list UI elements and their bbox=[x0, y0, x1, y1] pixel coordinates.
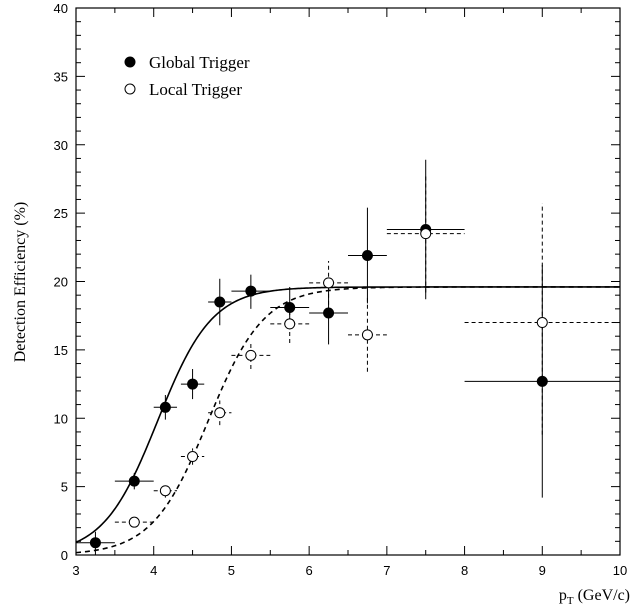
local-trigger-point bbox=[323, 277, 335, 289]
x-axis-title-main: p bbox=[559, 587, 567, 604]
y-tick-label: 40 bbox=[54, 1, 68, 16]
x-tick-label: 10 bbox=[613, 563, 627, 578]
x-tick-label: 9 bbox=[539, 563, 546, 578]
y-tick-label: 30 bbox=[54, 138, 68, 153]
x-tick-label: 7 bbox=[383, 563, 390, 578]
x-axis-title-unit: (GeV/c) bbox=[574, 587, 630, 604]
global-trigger-point bbox=[128, 475, 140, 487]
legend-marker-global-trigger bbox=[124, 56, 136, 68]
local-trigger-point bbox=[245, 349, 257, 361]
local-trigger-point bbox=[214, 407, 226, 419]
global-trigger-point bbox=[323, 307, 335, 319]
local-trigger-point bbox=[187, 451, 199, 463]
x-tick-label: 5 bbox=[228, 563, 235, 578]
global-trigger-point bbox=[284, 301, 296, 313]
data-markers bbox=[89, 224, 548, 549]
local-trigger-point bbox=[536, 317, 548, 329]
y-tick-label: 5 bbox=[61, 480, 68, 495]
global-trigger-point bbox=[89, 537, 101, 549]
local-trigger-point bbox=[128, 516, 140, 528]
x-tick-labels: 3 4 5 6 7 8 9 10 bbox=[72, 563, 627, 578]
axis-ticks bbox=[75, 7, 621, 556]
global-trigger-point bbox=[361, 250, 373, 262]
local-trigger-point bbox=[159, 485, 171, 497]
local-trigger-point bbox=[420, 228, 432, 240]
legend-marker-local-trigger bbox=[124, 83, 136, 95]
global-trigger-point bbox=[159, 401, 171, 413]
global-trigger-point bbox=[245, 285, 257, 297]
legend: Global Trigger Local Trigger bbox=[124, 53, 250, 99]
x-tick-label: 4 bbox=[150, 563, 157, 578]
legend-label-local-trigger: Local Trigger bbox=[149, 80, 242, 99]
fit-curve-global-trigger bbox=[75, 286, 620, 544]
y-tick-labels: 0 5 10 15 20 25 30 35 40 bbox=[54, 1, 68, 563]
global-trigger-point bbox=[214, 296, 226, 308]
legend-label-global-trigger: Global Trigger bbox=[149, 53, 250, 72]
x-tick-label: 3 bbox=[72, 563, 79, 578]
y-tick-label: 20 bbox=[54, 275, 68, 290]
global-trigger-point bbox=[536, 375, 548, 387]
y-tick-label: 10 bbox=[54, 411, 68, 426]
local-trigger-point bbox=[284, 318, 296, 330]
y-tick-label: 35 bbox=[54, 69, 68, 84]
x-axis-title-subscript: T bbox=[567, 595, 574, 607]
x-tick-label: 6 bbox=[306, 563, 313, 578]
y-axis-title: Detection Efficiency (%) bbox=[12, 202, 29, 363]
error-bars bbox=[76, 159, 620, 555]
local-trigger-point bbox=[361, 329, 373, 341]
y-tick-label: 15 bbox=[54, 343, 68, 358]
y-tick-label: 25 bbox=[54, 206, 68, 221]
x-tick-label: 8 bbox=[461, 563, 468, 578]
fit-curve-local-trigger bbox=[75, 286, 620, 554]
x-axis-title: pT (GeV/c) bbox=[559, 587, 630, 607]
y-tick-label: 0 bbox=[61, 548, 68, 563]
global-trigger-point bbox=[187, 378, 199, 390]
fit-curves bbox=[75, 286, 620, 554]
